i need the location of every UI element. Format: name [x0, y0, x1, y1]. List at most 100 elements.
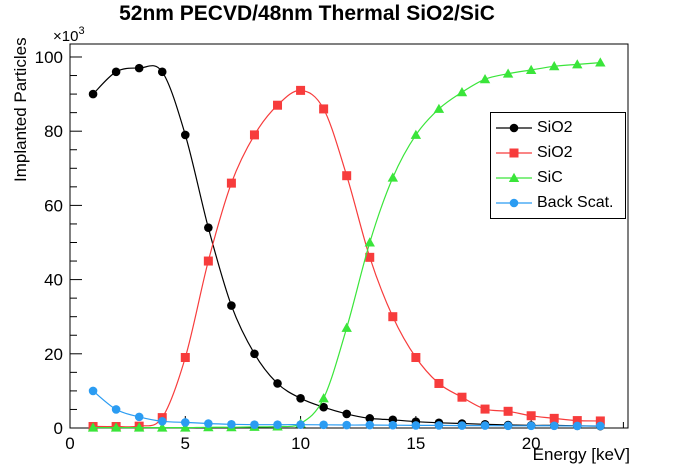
square-marker-icon [388, 312, 398, 322]
square-marker-icon [572, 416, 582, 426]
circle-marker-icon [572, 421, 582, 431]
legend-entry-backscatter: Back Scat. [491, 194, 625, 212]
circle-marker-icon [134, 412, 144, 422]
square-marker-icon [526, 411, 536, 421]
circle-marker-icon [342, 420, 351, 430]
circle-marker-icon [596, 421, 605, 431]
square-marker-icon [480, 404, 490, 414]
series-line-0 [92, 65, 601, 427]
circle-marker-icon [157, 67, 167, 77]
y-tick-label: 80 [44, 122, 63, 141]
circle-marker-icon [273, 420, 282, 429]
circle-marker-icon [496, 123, 532, 132]
circle-marker-icon [250, 349, 259, 359]
legend-label: SiO2 [537, 118, 573, 136]
square-marker-icon [595, 416, 605, 426]
legend-entry-sio2-thermal: SiO2 [491, 144, 625, 162]
circle-marker-icon [134, 63, 144, 73]
y-tick-label: 60 [44, 196, 63, 215]
circle-marker-icon [157, 417, 167, 426]
square-marker-icon [434, 378, 444, 388]
triangle-marker-icon [595, 57, 606, 67]
circle-marker-icon [227, 419, 236, 429]
square-marker-icon [296, 85, 306, 95]
triangle-marker-icon [157, 422, 168, 432]
y-tick-label: 20 [44, 345, 63, 364]
triangle-marker-icon [341, 322, 352, 332]
x-tick-label: 0 [65, 434, 74, 453]
x-tick-label: 20 [522, 434, 541, 453]
y-tick-label: 100 [35, 48, 63, 67]
circle-marker-icon [457, 421, 467, 430]
circle-marker-icon [296, 394, 305, 403]
circle-marker-icon [342, 409, 351, 419]
triangle-marker-icon [133, 422, 145, 432]
triangle-marker-icon [318, 393, 329, 403]
square-marker-icon [509, 148, 519, 158]
plot-frame [69, 43, 629, 429]
square-marker-icon [496, 148, 532, 158]
y-axis-title: Implanted Particles [11, 37, 30, 182]
triangle-marker-icon [572, 59, 583, 69]
circle-marker-icon [549, 421, 559, 431]
circle-marker-icon [526, 421, 536, 431]
triangle-marker-icon [502, 68, 514, 78]
square-marker-icon [249, 130, 259, 140]
square-marker-icon [503, 406, 513, 416]
legend-label: SiC [537, 169, 563, 187]
triangle-marker-icon [110, 422, 122, 432]
triangle-marker-icon [180, 422, 191, 432]
square-marker-icon [549, 413, 559, 423]
triangle-marker-icon [410, 129, 422, 139]
axis-ticks: 0 5 10 15 20 0 20 40 60 80 100 [35, 48, 624, 453]
circle-marker-icon [319, 402, 328, 412]
square-marker-icon [180, 353, 190, 363]
circle-marker-icon [111, 67, 121, 77]
y-axis-power-label: ×103 [53, 25, 85, 45]
circle-marker-icon [273, 379, 282, 388]
circle-marker-icon [180, 130, 190, 140]
circle-marker-icon [411, 421, 421, 430]
circle-marker-icon [365, 414, 375, 423]
triangle-marker-icon [508, 172, 520, 183]
y-tick-label: 40 [44, 271, 63, 290]
circle-marker-icon [204, 419, 213, 428]
triangle-marker-icon [364, 237, 375, 247]
triangle-marker-icon [433, 103, 445, 113]
legend-entry-sic: SiC [491, 169, 625, 187]
square-marker-icon [457, 392, 467, 402]
square-marker-icon [203, 256, 213, 266]
square-marker-icon [319, 104, 329, 114]
triangle-marker-icon [549, 61, 560, 71]
legend-entry-sio2-pecvd: SiO2 [491, 119, 625, 137]
circle-marker-icon [319, 420, 328, 430]
triangle-marker-icon [525, 64, 537, 74]
circle-marker-icon [296, 420, 305, 429]
square-marker-icon [273, 100, 283, 110]
legend-label: Back Scat. [537, 194, 614, 212]
circle-marker-icon [509, 123, 519, 132]
circle-marker-icon [434, 421, 444, 430]
triangle-marker-icon [87, 422, 99, 432]
circle-marker-icon [480, 421, 490, 430]
x-axis-title: Energy [keV] [533, 445, 630, 464]
data-series [87, 57, 606, 432]
square-marker-icon [226, 178, 236, 188]
legend-label: SiO2 [537, 143, 573, 161]
circle-marker-icon [503, 421, 513, 431]
legend: SiO2 SiO2 SiC Back Scat. [490, 112, 626, 219]
x-tick-label: 15 [406, 434, 425, 453]
circle-marker-icon [88, 89, 98, 99]
y-tick-label: 0 [54, 419, 63, 438]
circle-marker-icon [111, 405, 121, 414]
circle-marker-icon [180, 418, 190, 427]
square-marker-icon [342, 171, 352, 181]
circle-marker-icon [365, 420, 375, 430]
square-marker-icon [411, 353, 421, 363]
circle-marker-icon [204, 223, 213, 232]
chart-title: 52nm PECVD/48nm Thermal SiO2/SiC [119, 2, 495, 25]
circle-marker-icon [388, 420, 398, 430]
x-tick-label: 5 [181, 434, 190, 453]
